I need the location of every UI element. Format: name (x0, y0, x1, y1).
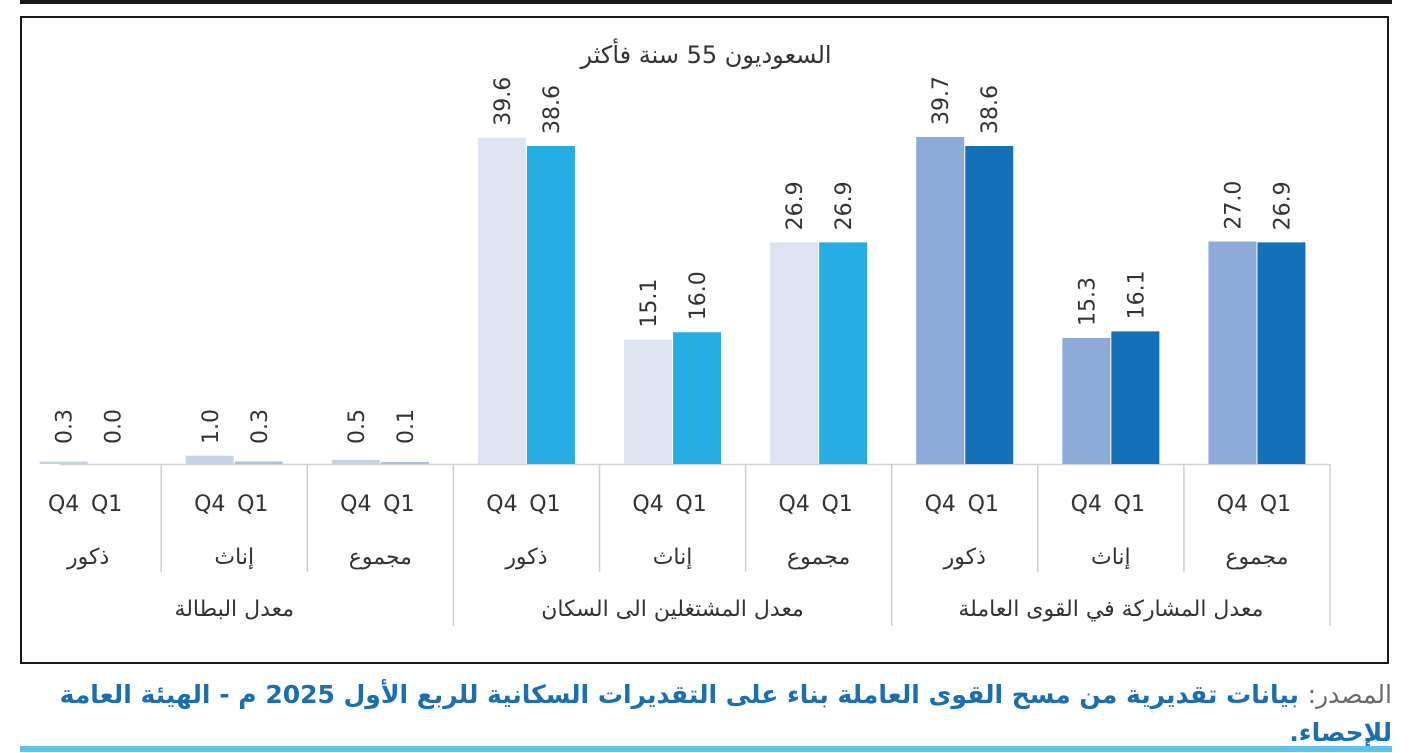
data-label-2-2-q4: 0.3 (53, 409, 78, 444)
bar-1-2-q4 (477, 137, 526, 464)
top-rule (20, 0, 1392, 4)
category-label-0-2: ذكور (943, 545, 986, 570)
data-label-2-2-q1: 0.0 (102, 409, 127, 444)
bottom-rule (20, 746, 1392, 752)
period-label-1-1-q4: Q4 (632, 492, 663, 517)
bar-0-2-q1 (965, 146, 1014, 464)
data-label-0-2-q1: 38.6 (978, 85, 1003, 134)
period-label-1-2-q4: Q4 (486, 492, 517, 517)
period-label-2-0-q4: Q4 (340, 492, 371, 517)
category-label-1-0: مجموع (787, 545, 850, 570)
data-label-2-1-q4: 1.0 (199, 409, 224, 444)
bar-0-2-q4 (916, 136, 965, 464)
bar-2-2-q4 (39, 461, 88, 464)
source-text: بيانات تقديرية من مسح القوى العاملة بناء… (59, 680, 1392, 747)
data-label-0-0-q4: 27.0 (1221, 181, 1246, 230)
category-label-2-1: إناث (214, 545, 254, 570)
data-label-2-0-q4: 0.5 (345, 409, 370, 444)
data-label-2-0-q1: 0.1 (394, 409, 419, 444)
data-label-1-1-q1: 16.0 (686, 271, 711, 320)
bar-0-1-q1 (1111, 331, 1160, 464)
chart-title: السعوديون 55 سنة فأكثر (579, 38, 831, 69)
group-label-1: معدل المشتغلين الى السكان (541, 597, 804, 622)
bar-1-0-q4 (770, 242, 819, 464)
period-label-0-1-q4: Q4 (1071, 492, 1102, 517)
data-label-1-1-q4: 15.1 (637, 279, 662, 328)
period-label-2-2-q4: Q4 (48, 492, 79, 517)
data-label-2-1-q1: 0.3 (248, 409, 273, 444)
period-label-1-0-q4: Q4 (778, 492, 809, 517)
data-label-1-0-q4: 26.9 (783, 181, 808, 230)
group-label-0: معدل المشاركة في القوى العاملة (958, 597, 1263, 622)
data-label-1-2-q1: 38.6 (540, 85, 565, 134)
period-label-1-0-q1: Q1 (821, 492, 852, 517)
period-label-0-1-q1: Q1 (1114, 492, 1145, 517)
data-label-1-2-q4: 39.6 (491, 77, 516, 126)
bar-2-1-q1 (234, 461, 283, 464)
category-label-2-0: مجموع (349, 545, 412, 570)
category-label-1-2: ذكور (504, 545, 547, 570)
chart-frame: السعوديون 55 سنة فأكثر 27.0 26.9 Q4 Q1 مجموع 1… (20, 16, 1389, 664)
group-label-2: معدل البطالة (174, 597, 294, 622)
bar-chart: السعوديون 55 سنة فأكثر 27.0 26.9 Q4 Q1 مجموع 1… (39, 38, 1331, 626)
period-label-2-0-q1: Q1 (383, 492, 414, 517)
bar-1-0-q1 (819, 242, 868, 464)
bar-0-0-q4 (1208, 241, 1257, 464)
data-label-0-2-q4: 39.7 (929, 76, 954, 125)
data-label-1-0-q1: 26.9 (832, 181, 857, 230)
period-label-0-2-q1: Q1 (968, 492, 999, 517)
bar-2-0-q4 (331, 459, 380, 464)
period-label-2-1-q1: Q1 (237, 492, 268, 517)
bar-1-2-q1 (526, 146, 575, 464)
bar-0-0-q1 (1257, 242, 1306, 464)
period-label-0-0-q4: Q4 (1217, 492, 1248, 517)
source-note: المصدر: بيانات تقديرية من مسح القوى العا… (30, 676, 1392, 752)
data-label-0-0-q1: 26.9 (1270, 181, 1295, 230)
bar-0-1-q4 (1062, 337, 1111, 464)
category-label-2-2: ذكور (66, 545, 109, 570)
bar-1-1-q4 (624, 339, 673, 464)
period-label-2-1-q4: Q4 (194, 492, 225, 517)
period-label-2-2-q1: Q1 (91, 492, 122, 517)
category-label-0-1: إناث (1091, 545, 1131, 570)
bar-2-1-q4 (185, 455, 234, 464)
period-label-1-1-q1: Q1 (675, 492, 706, 517)
period-label-0-0-q1: Q1 (1260, 492, 1291, 517)
bar-1-1-q1 (673, 332, 722, 464)
category-label-0-0: مجموع (1225, 545, 1288, 570)
period-label-1-2-q1: Q1 (529, 492, 560, 517)
category-label-1-1: إناث (653, 545, 693, 570)
bar-2-0-q1 (380, 462, 429, 464)
period-label-0-2-q4: Q4 (925, 492, 956, 517)
data-label-0-1-q4: 15.3 (1075, 277, 1100, 326)
source-label: المصدر: (1307, 680, 1392, 709)
data-label-0-1-q1: 16.1 (1124, 270, 1149, 319)
